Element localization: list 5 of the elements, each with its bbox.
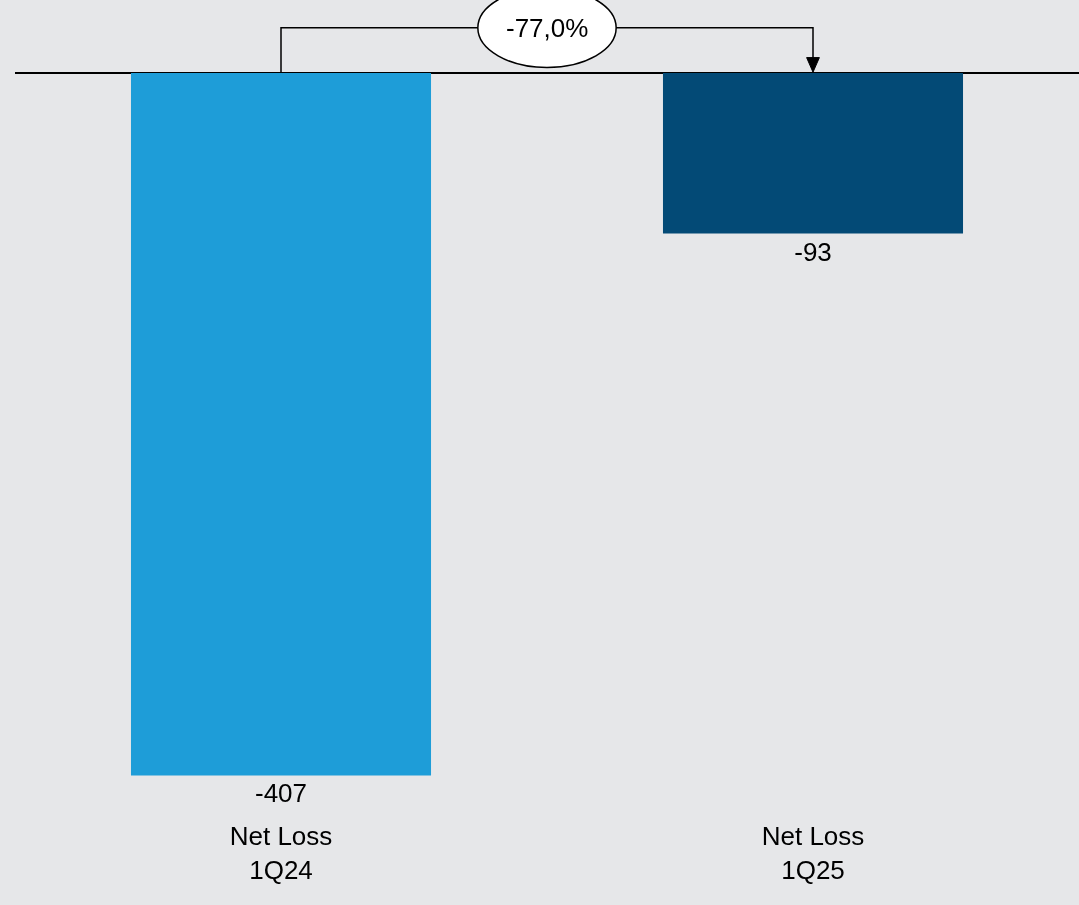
x-tick-label: Net Loss 1Q24 — [229, 821, 333, 885]
text: -77,0% — [506, 13, 589, 43]
x-tick-label: Net Loss 1Q25 — [761, 821, 865, 885]
data-label: -407 — [254, 778, 308, 809]
data-label: -93 — [794, 236, 832, 267]
